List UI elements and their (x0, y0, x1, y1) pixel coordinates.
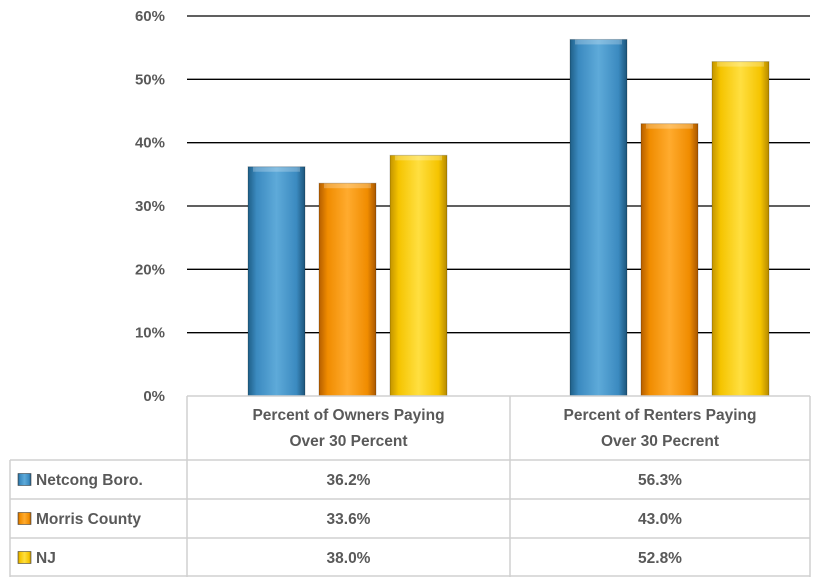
bar (389, 154, 448, 397)
data-table: Percent of Owners Paying Over 30 Percent P… (9, 395, 811, 577)
bar (569, 38, 628, 397)
legend-swatch (17, 512, 32, 525)
category-label: Percent of Owners Paying (252, 407, 444, 424)
data-label: 56.3% (638, 472, 682, 489)
gridlines: 0% 10% 20% 30% 40% 50% 60% (135, 8, 810, 405)
series-name: NJ (36, 550, 56, 567)
bars (247, 38, 770, 397)
bar (247, 165, 306, 397)
y-tick-label: 0% (143, 388, 165, 405)
bar (318, 182, 377, 397)
category-label: Percent of Renters Paying (564, 407, 757, 424)
y-tick-label: 50% (135, 71, 165, 88)
series-name: Netcong Boro. (36, 472, 143, 489)
y-tick-label: 10% (135, 325, 165, 342)
data-label: 52.8% (638, 550, 682, 567)
data-label: 33.6% (327, 511, 371, 528)
y-tick-label: 60% (135, 8, 165, 25)
bar (640, 122, 699, 397)
data-label: 38.0% (327, 550, 371, 567)
y-tick-label: 30% (135, 198, 165, 215)
legend-swatch (17, 473, 32, 486)
category-label: Over 30 Pecrent (601, 433, 719, 450)
y-tick-label: 40% (135, 135, 165, 152)
category-label: Over 30 Percent (289, 433, 407, 450)
series-name: Morris County (36, 511, 141, 528)
y-tick-label: 20% (135, 261, 165, 278)
data-label: 36.2% (327, 472, 371, 489)
bar (711, 60, 770, 397)
data-label: 43.0% (638, 511, 682, 528)
legend-swatch (17, 551, 32, 564)
